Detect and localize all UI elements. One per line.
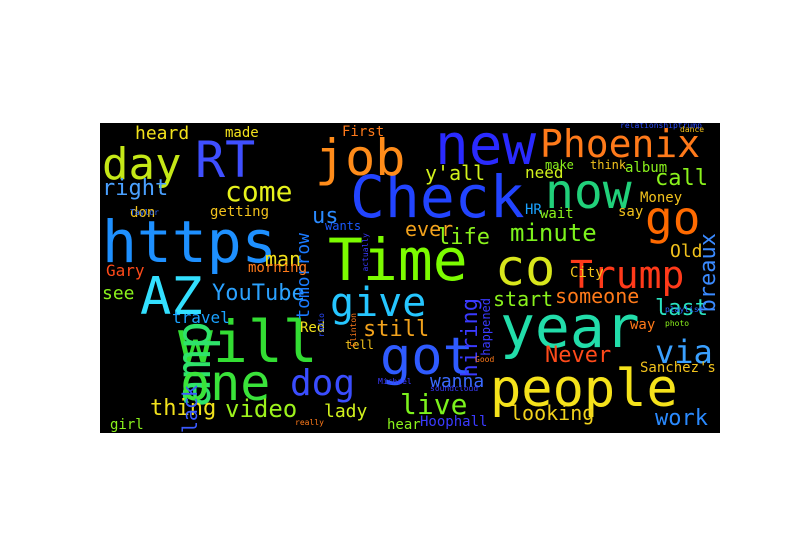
word-52: Gary [106, 261, 145, 280]
word-42: someone [555, 284, 640, 308]
word-53: morning [248, 260, 308, 276]
word-71: hear [387, 417, 421, 433]
word-13: AZ [140, 267, 203, 327]
word-39: y'all [425, 161, 486, 185]
word-49: heard [135, 123, 190, 144]
word-56: First [342, 124, 385, 140]
word-74: way [630, 317, 656, 333]
word-73: Sanchez's [640, 360, 716, 376]
word-65: City [570, 265, 604, 281]
word-4: job [315, 129, 406, 187]
word-82: Good [475, 355, 495, 364]
word-43: start [493, 287, 554, 311]
word-28: call [655, 166, 708, 191]
word-17: Phoenix [540, 123, 701, 166]
word-3: new [435, 123, 537, 178]
word-24: live [400, 388, 468, 421]
word-81: really [295, 418, 324, 427]
word-84: soundcloud [430, 384, 479, 393]
word-78: Clinton [349, 313, 358, 347]
word-10: RT [195, 131, 256, 189]
word-38: ever [405, 217, 454, 241]
word-45: looking [510, 401, 595, 425]
word-46: wanna [430, 371, 485, 392]
word-63: wait [540, 206, 574, 222]
word-31: still [363, 317, 430, 342]
word-55: made [225, 125, 259, 141]
word-18: Trump [570, 253, 685, 297]
word-86: dance [680, 125, 705, 134]
word-72: Hoophall [420, 414, 488, 430]
word-15: one [180, 354, 271, 412]
word-34: Never [545, 343, 612, 368]
word-57: need [525, 163, 564, 182]
word-5: got [380, 327, 474, 387]
word-1: Check [350, 163, 525, 231]
word-47: lady [324, 401, 368, 422]
word-59: think [590, 158, 627, 172]
word-23: video [225, 395, 298, 423]
word-2: Time [328, 226, 468, 294]
word-16: co [495, 239, 556, 297]
word-79: playlist [665, 305, 704, 314]
word-77: Taylor [130, 208, 159, 217]
word-41: tomorrow [293, 233, 314, 320]
word-0: https [102, 208, 277, 276]
word-61: Money [640, 190, 683, 206]
word-51: travel [172, 308, 230, 327]
word-87: radio [317, 313, 326, 338]
word-62: HR [525, 202, 542, 218]
word-8: people [490, 359, 678, 419]
word-64: say [618, 204, 644, 220]
word-21: via [655, 333, 713, 371]
word-83: Michael [378, 377, 412, 386]
word-48: Old [670, 241, 703, 262]
word-20: dog [290, 363, 356, 404]
word-33: last [655, 296, 708, 321]
word-9: day [102, 139, 182, 190]
word-60: album [625, 160, 668, 176]
word-37: us [312, 204, 339, 229]
word-80: photo [665, 319, 690, 328]
word-7: year [500, 293, 640, 361]
word-54: getting [210, 204, 270, 220]
word-22: come [225, 175, 293, 208]
word-27: right [102, 176, 169, 201]
word-12: go [645, 191, 701, 245]
word-67: tell [345, 338, 374, 352]
word-19: give [330, 280, 427, 326]
word-36: man [265, 247, 302, 271]
word-25: life [437, 225, 490, 250]
word-26: minute [510, 219, 597, 247]
word-76: actually [361, 233, 370, 272]
word-68: don [130, 205, 156, 221]
word-58: make [545, 158, 574, 172]
word-66: Red [300, 320, 326, 336]
word-50: see [102, 283, 135, 304]
word-29: YouTube [212, 281, 305, 306]
word-11: now [545, 164, 632, 220]
word-44: Black [178, 385, 202, 433]
word-75: happened [479, 298, 493, 356]
word-cloud: https Check Time new job got will year people day… [100, 123, 720, 433]
word-70: girl [110, 417, 144, 433]
word-35: work [655, 406, 708, 431]
word-69: wants [325, 219, 362, 233]
word-85: relationshiptrump [620, 123, 702, 130]
word-32: thing [150, 396, 217, 421]
word-6: will [178, 308, 318, 376]
